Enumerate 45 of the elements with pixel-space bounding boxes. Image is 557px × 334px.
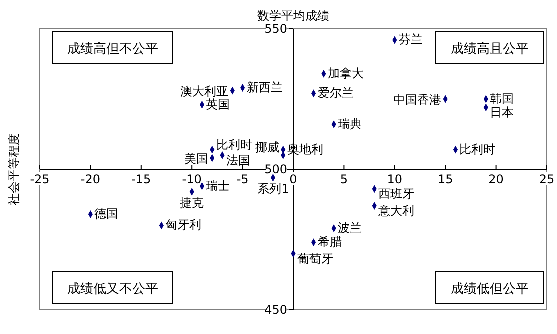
annotation: 中国香港 [394,92,442,107]
annotation: 瑞士 [206,178,230,193]
annotation: 比利时 [460,142,496,156]
x-tick-label: 25 [539,172,555,186]
annotation: 成绩低又不公平 [68,282,158,297]
y-tick-label: 550 [264,22,288,36]
x-tick-label: -25 [30,172,50,186]
annotation: 比利时 [216,138,252,152]
x-tick-label: -10 [182,172,202,186]
annotation: 瑞典 [338,117,362,132]
annotation: 成绩高且公平 [451,41,529,57]
annotation: 捷克 [180,196,204,210]
x-tick-label: 20 [488,172,504,186]
annotation: 挪威 [255,140,280,154]
x-tick-label: -15 [132,172,152,186]
annotation: 成绩低但公平 [451,282,529,297]
annotation: 西班牙 [378,187,415,202]
x-tick-label: 5 [340,172,348,186]
annotation: 加拿大 [328,66,364,80]
annotation: 芬兰 [398,32,423,47]
annotation: 爱尔兰 [318,86,354,100]
x-tick-label: -20 [80,172,101,186]
y-tick-label: 450 [264,303,288,317]
annotation: 波兰 [338,221,362,236]
annotation: 成绩高但不公平 [68,41,158,57]
annotation: 匈牙利 [166,218,202,232]
annotation: 澳大利亚 [180,84,229,98]
annotation: 德国 [94,206,119,221]
annotation: 葡萄牙 [298,252,334,266]
annotation: 法国 [226,153,251,168]
annotation: 韩国 [490,92,514,106]
x-tick-label: 0 [290,172,298,186]
annotation: 日本 [490,106,514,120]
chart-title: 数学平均成绩 [258,9,330,23]
y-tick-label: 500 [264,162,288,176]
y-axis-title: 社会平等程度 [7,134,21,206]
x-tick-label: 15 [438,172,454,186]
annotation: 希腊 [318,235,342,250]
x-tick-label: 10 [387,172,403,186]
annotation: 美国 [184,152,208,166]
annotation: 英国 [206,97,230,112]
annotation: 新西兰 [246,80,283,95]
x-tick-label: -5 [236,172,249,186]
annotation: 系列1 [258,182,290,196]
annotation: 意大利 [378,204,415,218]
